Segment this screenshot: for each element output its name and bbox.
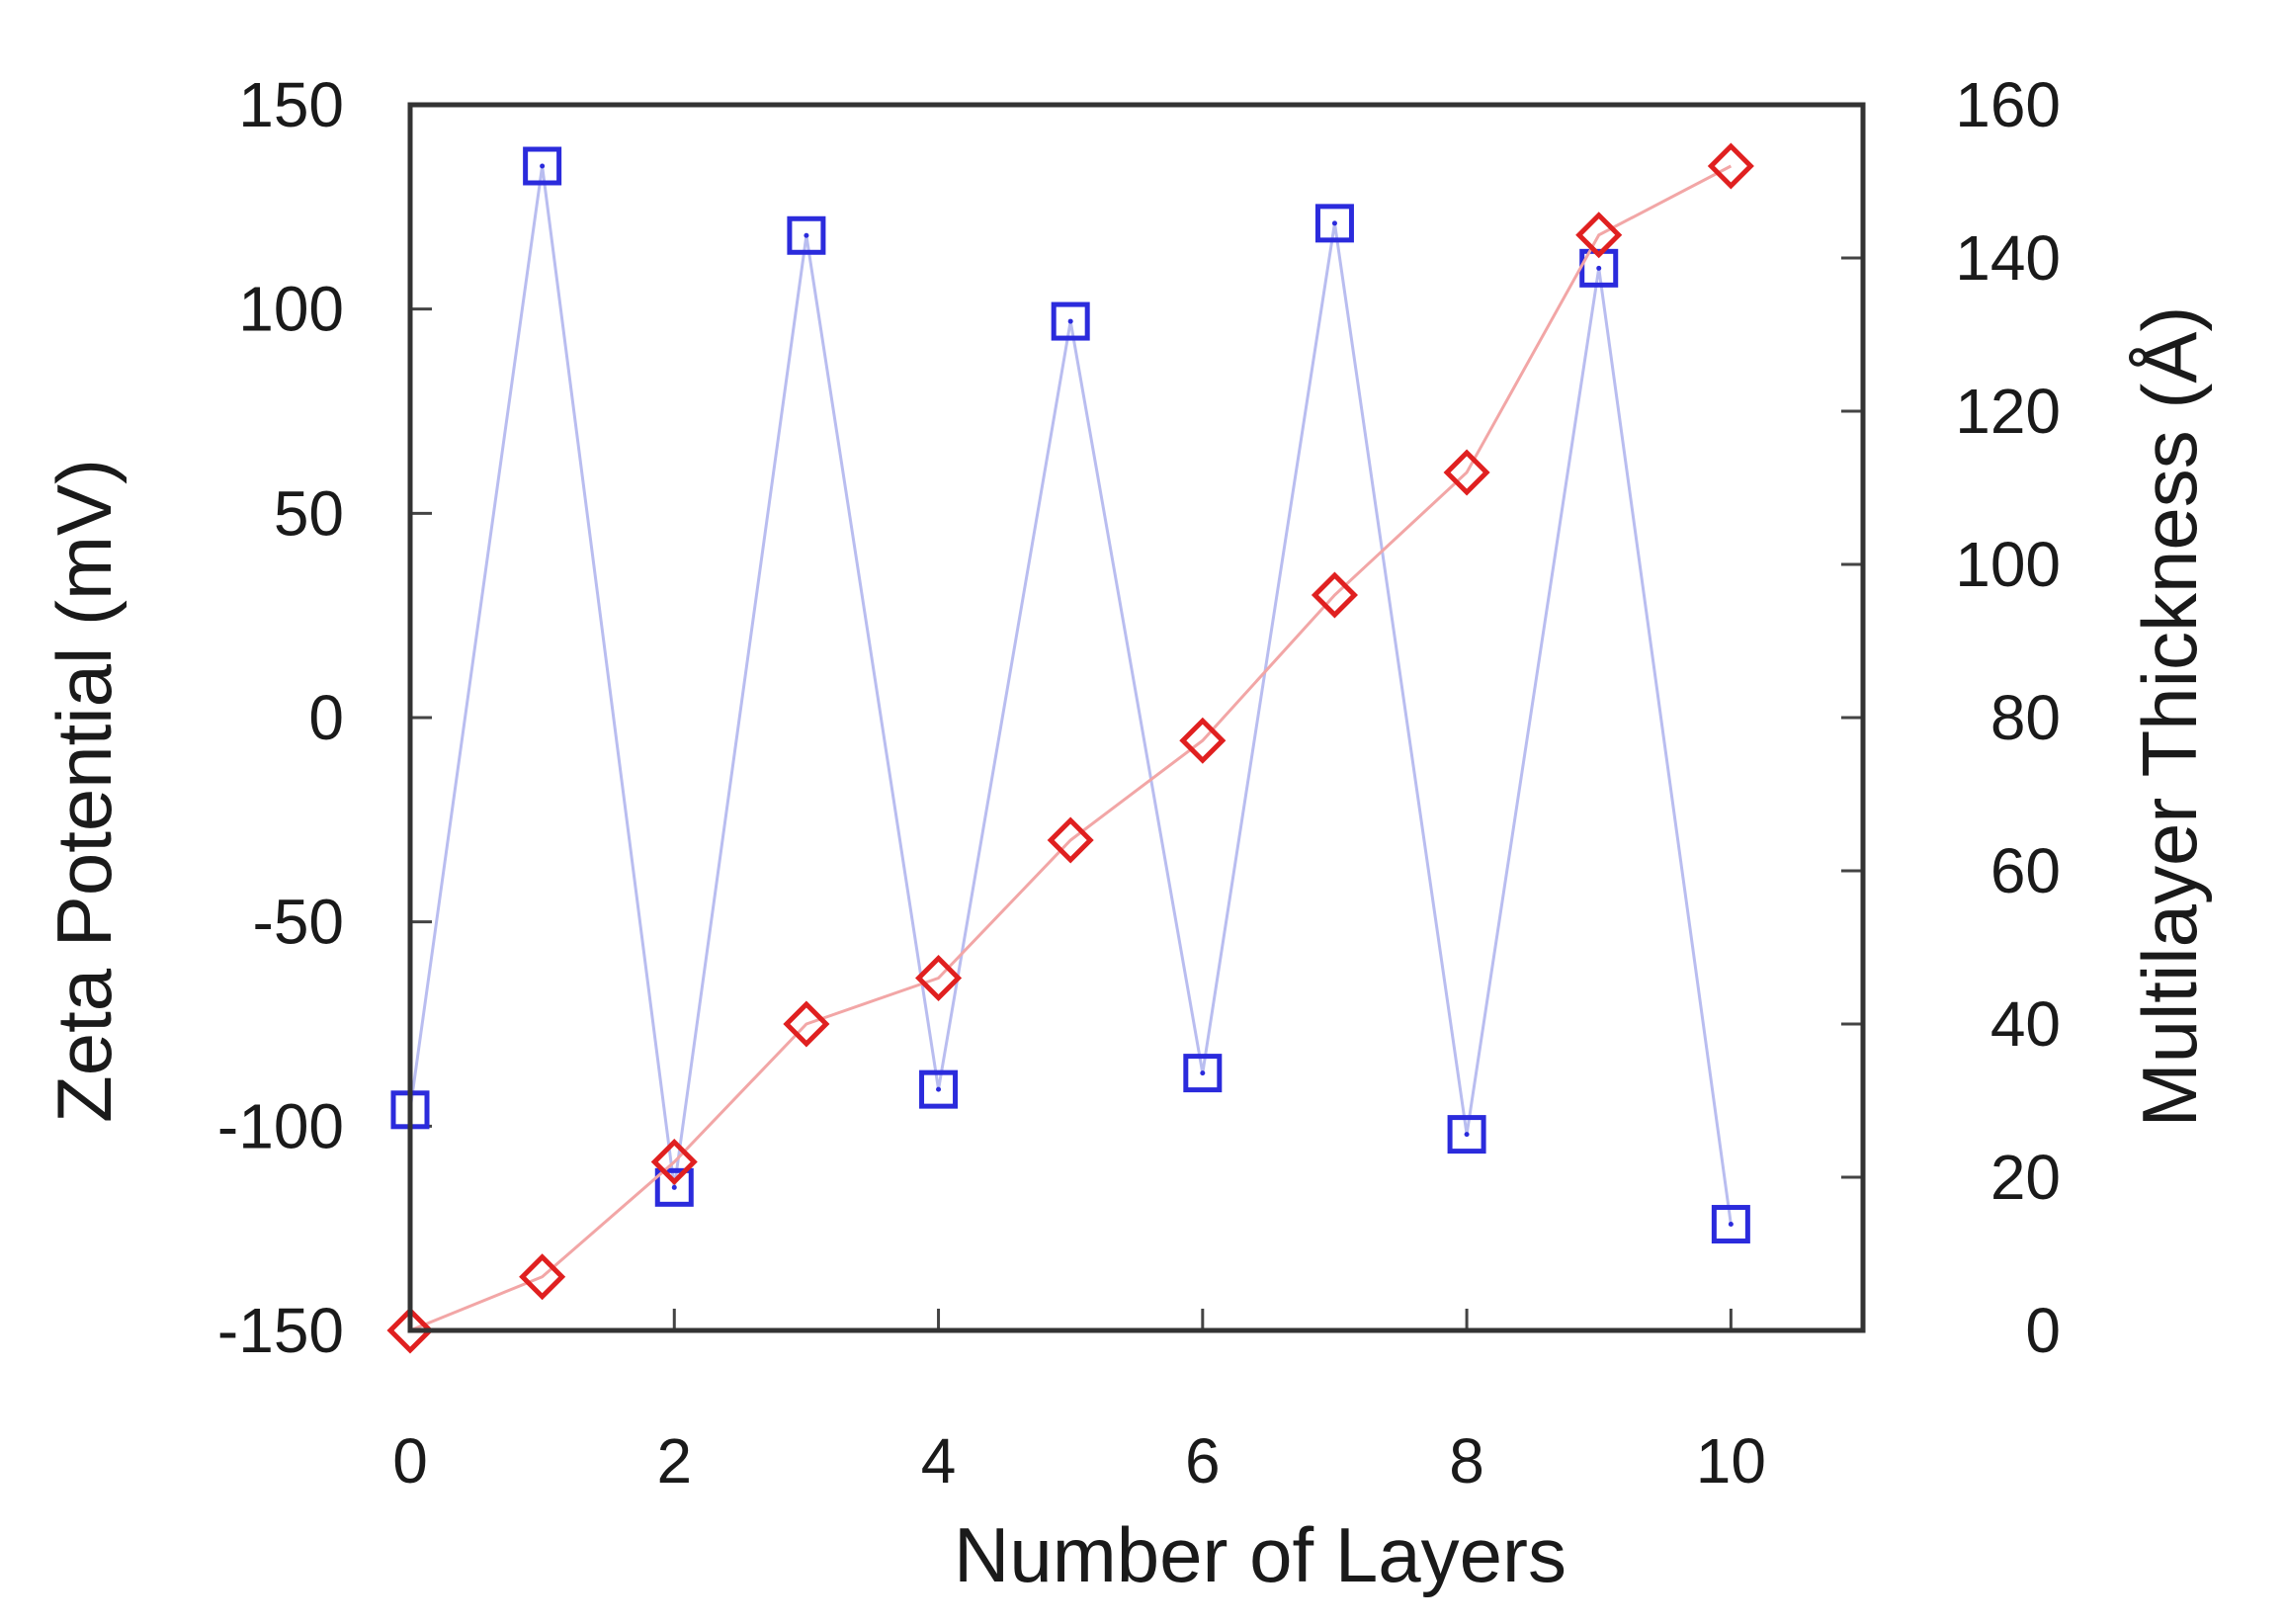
square-marker	[654, 1167, 694, 1207]
square-marker-center	[1464, 1132, 1470, 1138]
diamond-marker	[519, 1253, 566, 1301]
tick-labels-layer: 0 2 4 6 8 10 -150 -100 -50 0 50 100 150 0 20 40 60 80 100 1…	[217, 69, 2061, 1496]
x-tick-label: 2	[656, 1425, 692, 1496]
diamond-marker	[1575, 212, 1623, 259]
square-marker-center	[1200, 1070, 1206, 1076]
diamond-marker	[1311, 571, 1358, 619]
diamond-marker	[650, 1138, 698, 1186]
y2-tick-label: 100	[1955, 529, 2061, 600]
square-marker-center	[1728, 1222, 1734, 1228]
y2-tick-label: 20	[1990, 1142, 2061, 1213]
y-tick-label: -100	[217, 1090, 344, 1161]
diamond-marker	[1707, 142, 1754, 190]
x-tick-label: 6	[1185, 1425, 1221, 1496]
x-tick-label: 4	[921, 1425, 957, 1496]
diamond-marker	[1443, 449, 1490, 496]
square-marker	[1711, 1205, 1750, 1244]
series-layer	[386, 142, 1754, 1354]
x-tick-label: 8	[1449, 1425, 1484, 1496]
diamond-marker	[1047, 816, 1094, 864]
square-marker	[1314, 204, 1354, 243]
square-marker	[1183, 1054, 1223, 1093]
diamond-marker	[386, 1307, 434, 1354]
y2-tick-label: 60	[1990, 835, 2061, 906]
square-marker-center	[936, 1086, 942, 1092]
y-tick-label: 150	[238, 69, 344, 140]
y2-tick-label: 140	[1955, 222, 2061, 294]
y2-tick-label: 160	[1955, 69, 2061, 140]
y2-tick-label: 120	[1955, 376, 2061, 447]
y-axis-title: Zeta Potential (mV)	[41, 459, 127, 1123]
square-marker	[523, 146, 562, 186]
y-tick-label: 0	[308, 682, 344, 753]
diamond-marker	[1179, 717, 1227, 764]
square-marker-center	[804, 232, 809, 238]
series-line-diamond	[409, 164, 1733, 1332]
y-tick-label: -150	[217, 1295, 344, 1366]
diamond-marker	[783, 1000, 830, 1048]
y-tick-label: -50	[253, 887, 345, 958]
square-marker-center	[1331, 220, 1337, 226]
y-tick-label: 100	[238, 274, 344, 345]
x-axis-title: Number of Layers	[954, 1511, 1566, 1598]
square-marker	[1051, 301, 1090, 341]
x-tick-label: 10	[1696, 1425, 1766, 1496]
square-marker	[1447, 1115, 1486, 1154]
y2-tick-label: 80	[1990, 682, 2061, 753]
y-tick-label: 50	[274, 477, 344, 549]
y2-tick-label: 40	[1990, 988, 2061, 1060]
y2-tick-label: 0	[2025, 1295, 2061, 1366]
ticks-layer	[408, 103, 1863, 1332]
square-marker-center	[671, 1184, 677, 1190]
square-marker-center	[1067, 318, 1073, 324]
square-marker	[919, 1069, 959, 1109]
x-tick-label: 0	[392, 1425, 428, 1496]
y2-axis-title: Multilayer Thickness (Å)	[2126, 306, 2213, 1128]
square-marker	[787, 215, 826, 255]
square-marker-center	[1596, 265, 1602, 271]
square-marker-center	[540, 163, 546, 169]
series-line-square	[408, 165, 1733, 1225]
plot-frame	[407, 102, 1866, 1333]
diamond-marker	[915, 954, 963, 1002]
